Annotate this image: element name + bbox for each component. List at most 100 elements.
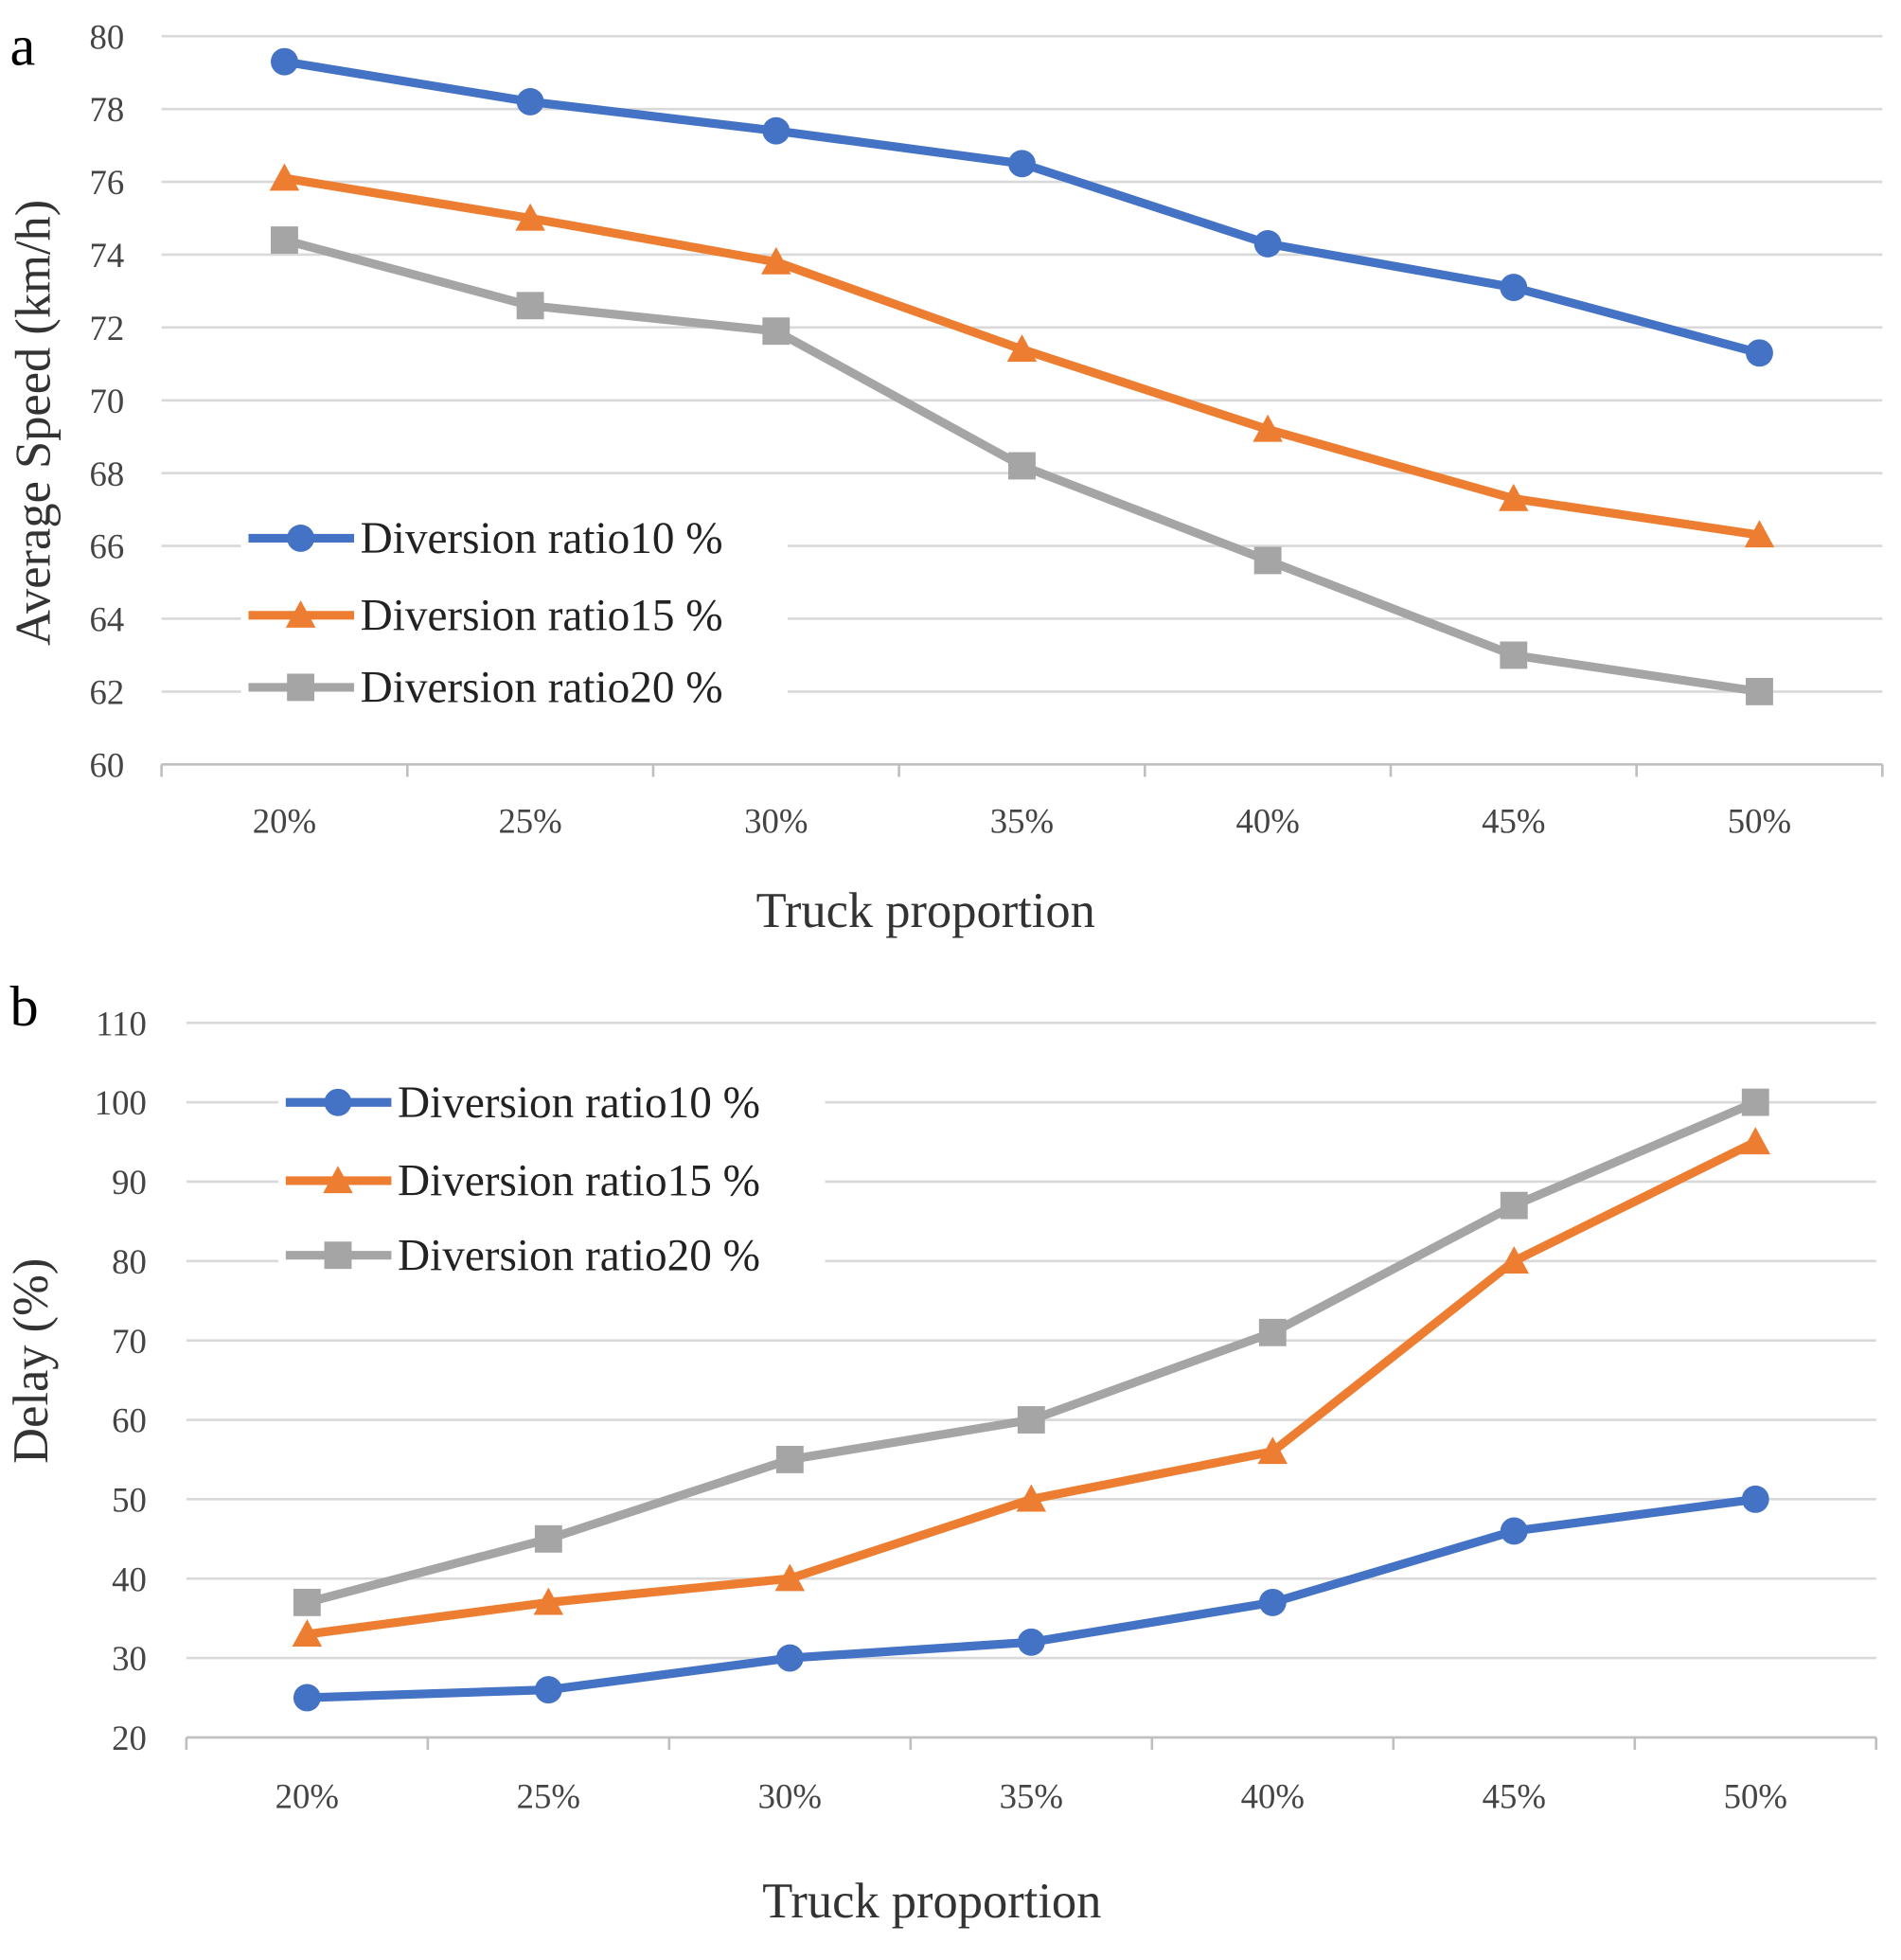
- legend-entry-3: Diversion ratio20 %: [361, 664, 723, 713]
- y-tick-label: 50: [112, 1480, 147, 1519]
- data-point-series-3: [1741, 1088, 1769, 1116]
- y-tick-label: 40: [112, 1559, 147, 1598]
- x-tick-label: 35%: [1000, 1777, 1063, 1816]
- legend-marker-3: [287, 673, 315, 702]
- legend-entry-1: Diversion ratio10 %: [361, 514, 723, 563]
- x-tick-label: 40%: [1235, 801, 1299, 840]
- data-point-series-2: [1499, 1246, 1530, 1274]
- y-tick-label: 90: [112, 1163, 147, 1202]
- data-point-series-3: [1500, 1191, 1528, 1220]
- y-tick-label: 110: [96, 1004, 147, 1042]
- data-point-series-2: [533, 1587, 564, 1615]
- series-line-2: [306, 1137, 1758, 1639]
- chart-b-delay: b Truck proportion Delay (%) 20 30 40 50 60 7…: [4, 975, 1878, 1929]
- panel-label-a: a: [9, 14, 35, 78]
- data-point-series-1: [271, 47, 298, 76]
- data-point-series-3: [762, 317, 791, 346]
- legend-entry-1: Diversion ratio10 %: [398, 1078, 760, 1128]
- data-point-series-2: [269, 163, 300, 191]
- y-tick-label: 78: [90, 90, 125, 129]
- data-point-series-3: [1253, 546, 1282, 575]
- data-point-series-2: [1257, 1436, 1288, 1465]
- data-point-series-2: [1499, 483, 1529, 511]
- data-point-series-2: [1253, 414, 1283, 442]
- y-tick-label: 60: [112, 1401, 147, 1440]
- data-point-series-1: [1746, 339, 1773, 367]
- data-point-series-3: [293, 1588, 321, 1616]
- legend-entry-3: Diversion ratio20 %: [398, 1231, 760, 1280]
- legend-marker-1: [287, 524, 315, 552]
- y-tick-label: 66: [90, 527, 125, 566]
- legend-marker-2: [323, 1166, 353, 1194]
- data-point-series-2: [1016, 1484, 1047, 1512]
- y-tick-label: 100: [95, 1083, 147, 1122]
- y-tick-label: 70: [112, 1322, 147, 1361]
- legend-entry-2: Diversion ratio15 %: [361, 592, 723, 641]
- panel-label-b: b: [9, 975, 38, 1039]
- y-tick-label: 74: [90, 236, 125, 275]
- data-point-series-3: [775, 1446, 804, 1473]
- data-point-series-3: [1017, 1406, 1045, 1434]
- x-tick-label: 35%: [990, 801, 1054, 840]
- chart-a-speed: a Truck proportion Average Speed (km/h) …: [6, 14, 1884, 938]
- data-point-series-2: [1006, 334, 1038, 363]
- data-point-series-1: [1500, 1517, 1528, 1545]
- data-point-series-1: [293, 1684, 321, 1712]
- x-tick-label: 50%: [1728, 801, 1791, 840]
- data-point-series-3: [516, 292, 544, 320]
- data-point-series-3: [534, 1524, 562, 1553]
- data-point-series-1: [1500, 274, 1528, 301]
- legend-marker-3: [324, 1241, 352, 1270]
- data-point-series-3: [1258, 1318, 1287, 1346]
- data-point-series-3: [1008, 452, 1036, 480]
- y-tick-label: 80: [112, 1242, 147, 1281]
- x-tick-label: 25%: [498, 801, 561, 840]
- y-tick-label: 20: [112, 1719, 147, 1757]
- data-point-series-1: [775, 1644, 804, 1672]
- legend-marker-2: [285, 600, 316, 628]
- data-point-series-3: [271, 226, 298, 254]
- y-tick-label: 64: [90, 600, 125, 639]
- data-point-series-2: [515, 203, 545, 231]
- x-tick-label: 40%: [1241, 1777, 1305, 1816]
- data-point-series-1: [1741, 1485, 1769, 1513]
- x-axis-label-b: Truck proportion: [762, 1874, 1101, 1929]
- data-point-series-1: [762, 116, 791, 145]
- legend-marker-1: [324, 1088, 352, 1116]
- data-point-series-1: [1258, 1588, 1287, 1616]
- data-point-series-1: [516, 87, 544, 116]
- data-point-series-1: [1253, 229, 1282, 258]
- x-tick-label: 30%: [744, 801, 808, 840]
- data-point-series-1: [534, 1676, 562, 1704]
- x-tick-label: 25%: [517, 1777, 580, 1816]
- data-point-series-2: [1740, 1127, 1771, 1155]
- data-point-series-3: [1500, 641, 1528, 669]
- y-tick-label: 76: [90, 163, 125, 202]
- x-tick-label: 20%: [275, 1777, 339, 1816]
- x-tick-label: 30%: [758, 1777, 822, 1816]
- x-tick-label: 20%: [253, 801, 316, 840]
- data-point-series-3: [1746, 677, 1773, 705]
- x-axis-label-a: Truck proportion: [756, 883, 1095, 938]
- x-tick-label: 50%: [1724, 1777, 1787, 1816]
- y-tick-label: 68: [90, 454, 125, 493]
- series-line-1: [283, 57, 1761, 358]
- data-point-series-2: [761, 246, 791, 275]
- y-tick-label: 30: [112, 1639, 147, 1678]
- data-point-series-1: [1017, 1628, 1045, 1656]
- y-tick-label: 80: [90, 17, 125, 56]
- x-tick-label: 45%: [1483, 1777, 1546, 1816]
- series-line-1: [307, 1494, 1756, 1702]
- y-tick-label: 60: [90, 745, 125, 784]
- y-tick-label: 72: [90, 309, 125, 347]
- data-point-series-1: [1008, 150, 1036, 178]
- data-point-series-2: [1744, 520, 1775, 548]
- y-tick-label: 62: [90, 673, 125, 712]
- y-tick-label: 70: [90, 382, 125, 420]
- data-point-series-2: [292, 1619, 323, 1648]
- data-point-series-2: [774, 1563, 806, 1592]
- x-tick-label: 45%: [1482, 801, 1545, 840]
- legend-entry-2: Diversion ratio15 %: [398, 1157, 760, 1206]
- y-axis-label-a: Average Speed (km/h): [6, 200, 61, 646]
